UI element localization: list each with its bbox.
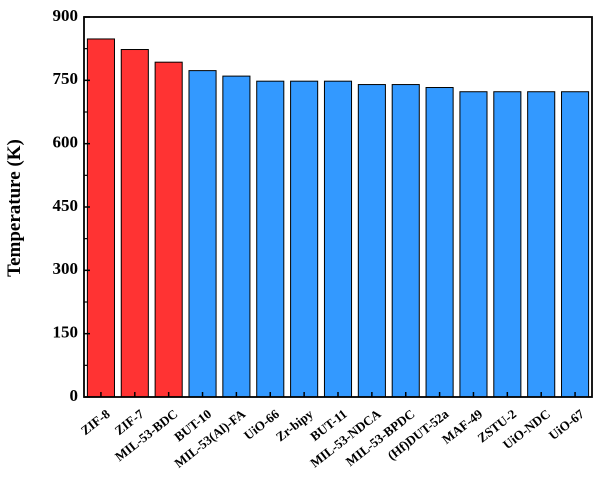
bar-hf-dut-52a: [425, 87, 454, 398]
y-tick-label: 450: [53, 196, 79, 215]
y-tick-label: 900: [53, 6, 79, 25]
bars-layer: [86, 38, 590, 398]
bar-but-10: [188, 70, 217, 398]
bar-mil-53-bdc: [154, 61, 183, 398]
bar-mil-53-ndca: [357, 84, 386, 398]
bar-uio-66: [256, 80, 285, 398]
y-tick-label: 0: [70, 386, 79, 405]
x-tick-label: ZIF-8: [78, 406, 113, 438]
bar-maf-49: [459, 91, 488, 398]
bar-uio-67: [561, 91, 590, 398]
ticks-layer: [84, 16, 576, 398]
bar-zif-7: [120, 49, 149, 398]
bar-zstu-2: [493, 91, 522, 398]
bar-uio-ndc: [527, 91, 556, 398]
y-tick-label: 150: [53, 323, 79, 342]
bar-zr-bipy: [290, 80, 319, 398]
bar-mil-53-bpdc: [391, 84, 420, 398]
bar-but-11: [323, 80, 353, 398]
x-tick-label: Zr-bipy: [273, 406, 316, 445]
y-tick-label: 300: [53, 259, 79, 278]
y-axis-title: Temperature (K): [4, 139, 25, 277]
x-tick-label: UiO-67: [546, 406, 587, 443]
y-tick-label: 600: [53, 133, 79, 152]
bar-zif-8: [86, 38, 115, 398]
bar-mil-53-al-fa: [222, 75, 251, 398]
y-tick-label: 750: [53, 69, 79, 88]
